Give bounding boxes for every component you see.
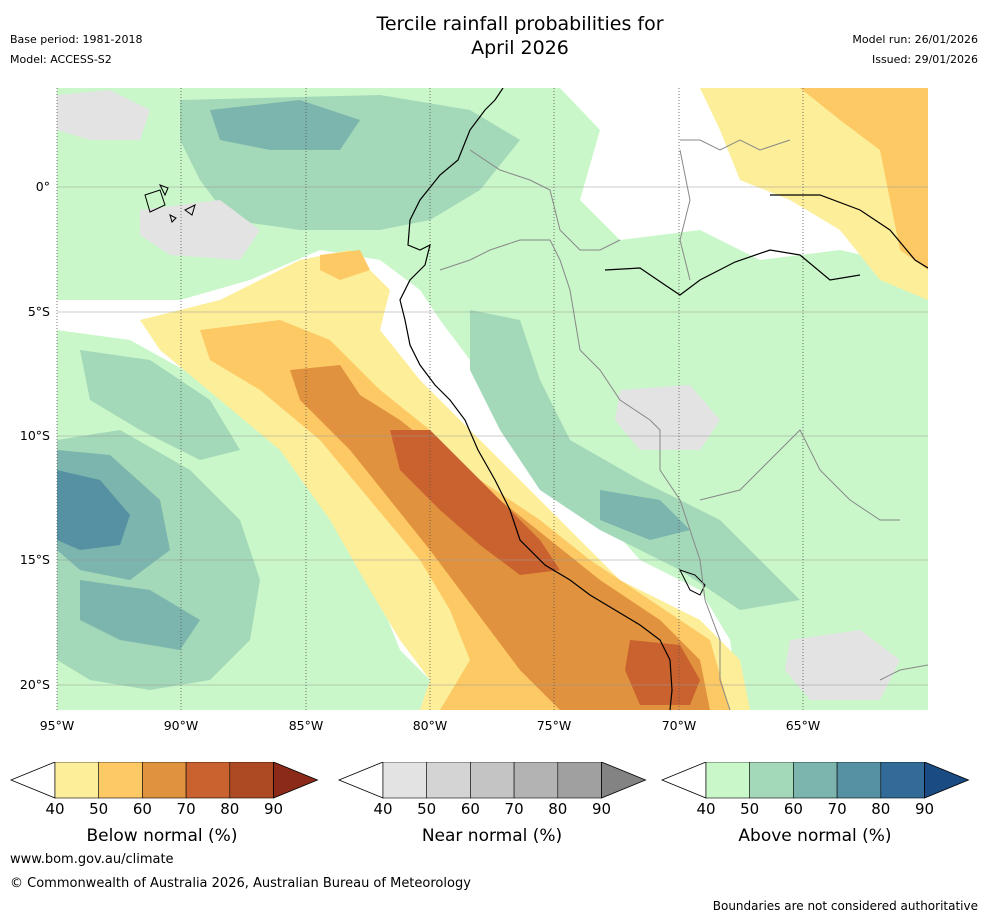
near-legend-tick-40: 40 <box>373 800 393 818</box>
below-legend-max-arrow <box>273 762 319 799</box>
meta-left: Base period: 1981-2018 Model: ACCESS-S2 <box>10 30 142 70</box>
near-40-region-southeast <box>785 630 900 700</box>
footer-copyright: © Commonwealth of Australia 2026, Austra… <box>10 876 471 891</box>
above-70-region-west <box>57 470 130 550</box>
lat-label-0: 0° <box>35 179 50 194</box>
below-legend-tick-60: 60 <box>132 800 152 818</box>
below-legend-tick-70: 70 <box>176 800 196 818</box>
above-legend-swatch-50 <box>749 762 794 799</box>
meta-right: Model run: 26/01/2026 Issued: 29/01/2026 <box>852 30 978 70</box>
above-legend-swatch-80 <box>880 762 925 799</box>
below-legend-tick-80: 80 <box>220 800 240 818</box>
map-title: Tercile rainfall probabilities for April… <box>320 12 720 60</box>
below-50-region-north <box>320 250 370 280</box>
below-legend-swatch-60 <box>142 762 187 799</box>
lon-label-80w: 80°W <box>412 718 448 733</box>
above-60-region-east <box>600 490 690 540</box>
near-legend-tick-70: 70 <box>504 800 524 818</box>
above-legend-tick-90: 90 <box>914 800 935 818</box>
below-legend-swatch-40 <box>54 762 100 799</box>
lon-label-65w: 65°W <box>785 718 821 733</box>
near-40-region-east <box>615 385 720 450</box>
legend-near-title: Near normal (%) <box>421 826 563 846</box>
below-legend-swatch-80 <box>229 762 274 799</box>
amazon-river <box>604 194 928 296</box>
near-legend-swatch-50 <box>426 762 471 799</box>
lat-label-10s: 10°S <box>19 428 50 443</box>
lat-label-5s: 5°S <box>27 304 50 319</box>
base-period: Base period: 1981-2018 <box>10 33 143 46</box>
above-legend-tick-40: 40 <box>696 800 716 818</box>
legend-above-normal <box>660 762 970 799</box>
galapagos-islands <box>144 184 196 223</box>
above-legend-min-arrow <box>660 762 707 799</box>
below-legend-swatch-50 <box>98 762 143 799</box>
lon-label-90w: 90°W <box>163 718 199 733</box>
south-america-coastline <box>399 88 673 710</box>
below-legend-swatch-70 <box>185 762 231 799</box>
title-line-2: April 2026 <box>471 37 569 59</box>
lat-label-15s: 15°S <box>19 552 50 567</box>
legend-below-normal <box>9 762 319 799</box>
footer-note: Boundaries are not considered authoritat… <box>712 899 978 913</box>
above-legend-tick-50: 50 <box>740 800 760 818</box>
near-legend-swatch-60 <box>470 762 515 799</box>
near-legend-tick-60: 60 <box>460 800 480 818</box>
above-legend-tick-80: 80 <box>871 800 891 818</box>
near-legend-swatch-40 <box>382 762 428 799</box>
below-legend-min-arrow <box>9 762 56 799</box>
lon-label-70w: 70°W <box>661 718 697 733</box>
gridlines <box>57 186 928 686</box>
near-legend-tick-80: 80 <box>548 800 568 818</box>
country-borders <box>439 139 928 710</box>
above-legend-tick-70: 70 <box>827 800 847 818</box>
above-60-region-south <box>80 580 200 650</box>
issued-date: Issued: 29/01/2026 <box>871 53 978 66</box>
coastlines <box>144 88 928 710</box>
lon-label-85w: 85°W <box>288 718 324 733</box>
model-run: Model run: 26/01/2026 <box>852 33 978 46</box>
below-legend-tick-90: 90 <box>263 800 284 818</box>
above-legend-tick-60: 60 <box>783 800 803 818</box>
legend-above-title: Above normal (%) <box>738 826 892 846</box>
footer-url[interactable]: www.bom.gov.au/climate <box>10 852 174 867</box>
below-legend-tick-50: 50 <box>89 800 109 818</box>
near-40-region-north <box>57 90 150 140</box>
lat-label-20s: 20°S <box>19 677 50 692</box>
legend-colorbars <box>9 762 970 799</box>
legend-near-normal <box>337 762 647 799</box>
near-legend-tick-90: 90 <box>591 800 612 818</box>
near-legend-swatch-70 <box>513 762 559 799</box>
title-line-1: Tercile rainfall probabilities for <box>376 13 664 35</box>
probability-regions <box>57 88 928 710</box>
lake-titicaca <box>679 569 706 596</box>
near-legend-tick-50: 50 <box>417 800 437 818</box>
below-50-region-northeast <box>800 88 928 270</box>
above-60-region-north <box>210 100 360 150</box>
model-name: Model: ACCESS-S2 <box>10 53 112 66</box>
above-50-region-east <box>470 310 800 610</box>
above-50-region-central <box>80 350 240 460</box>
near-legend-min-arrow <box>337 762 384 799</box>
below-legend-tick-40: 40 <box>45 800 65 818</box>
near-legend-max-arrow <box>601 762 647 799</box>
above-legend-max-arrow <box>924 762 970 799</box>
below-70-region-main <box>390 430 560 575</box>
below-70-region-south <box>625 640 700 705</box>
near-legend-swatch-80 <box>557 762 602 799</box>
lon-label-75w: 75°W <box>536 718 572 733</box>
above-legend-swatch-60 <box>793 762 838 799</box>
above-legend-swatch-70 <box>836 762 882 799</box>
legend-below-title: Below normal (%) <box>86 826 238 846</box>
above-legend-swatch-40 <box>705 762 751 799</box>
lon-label-95w: 95°W <box>39 718 75 733</box>
